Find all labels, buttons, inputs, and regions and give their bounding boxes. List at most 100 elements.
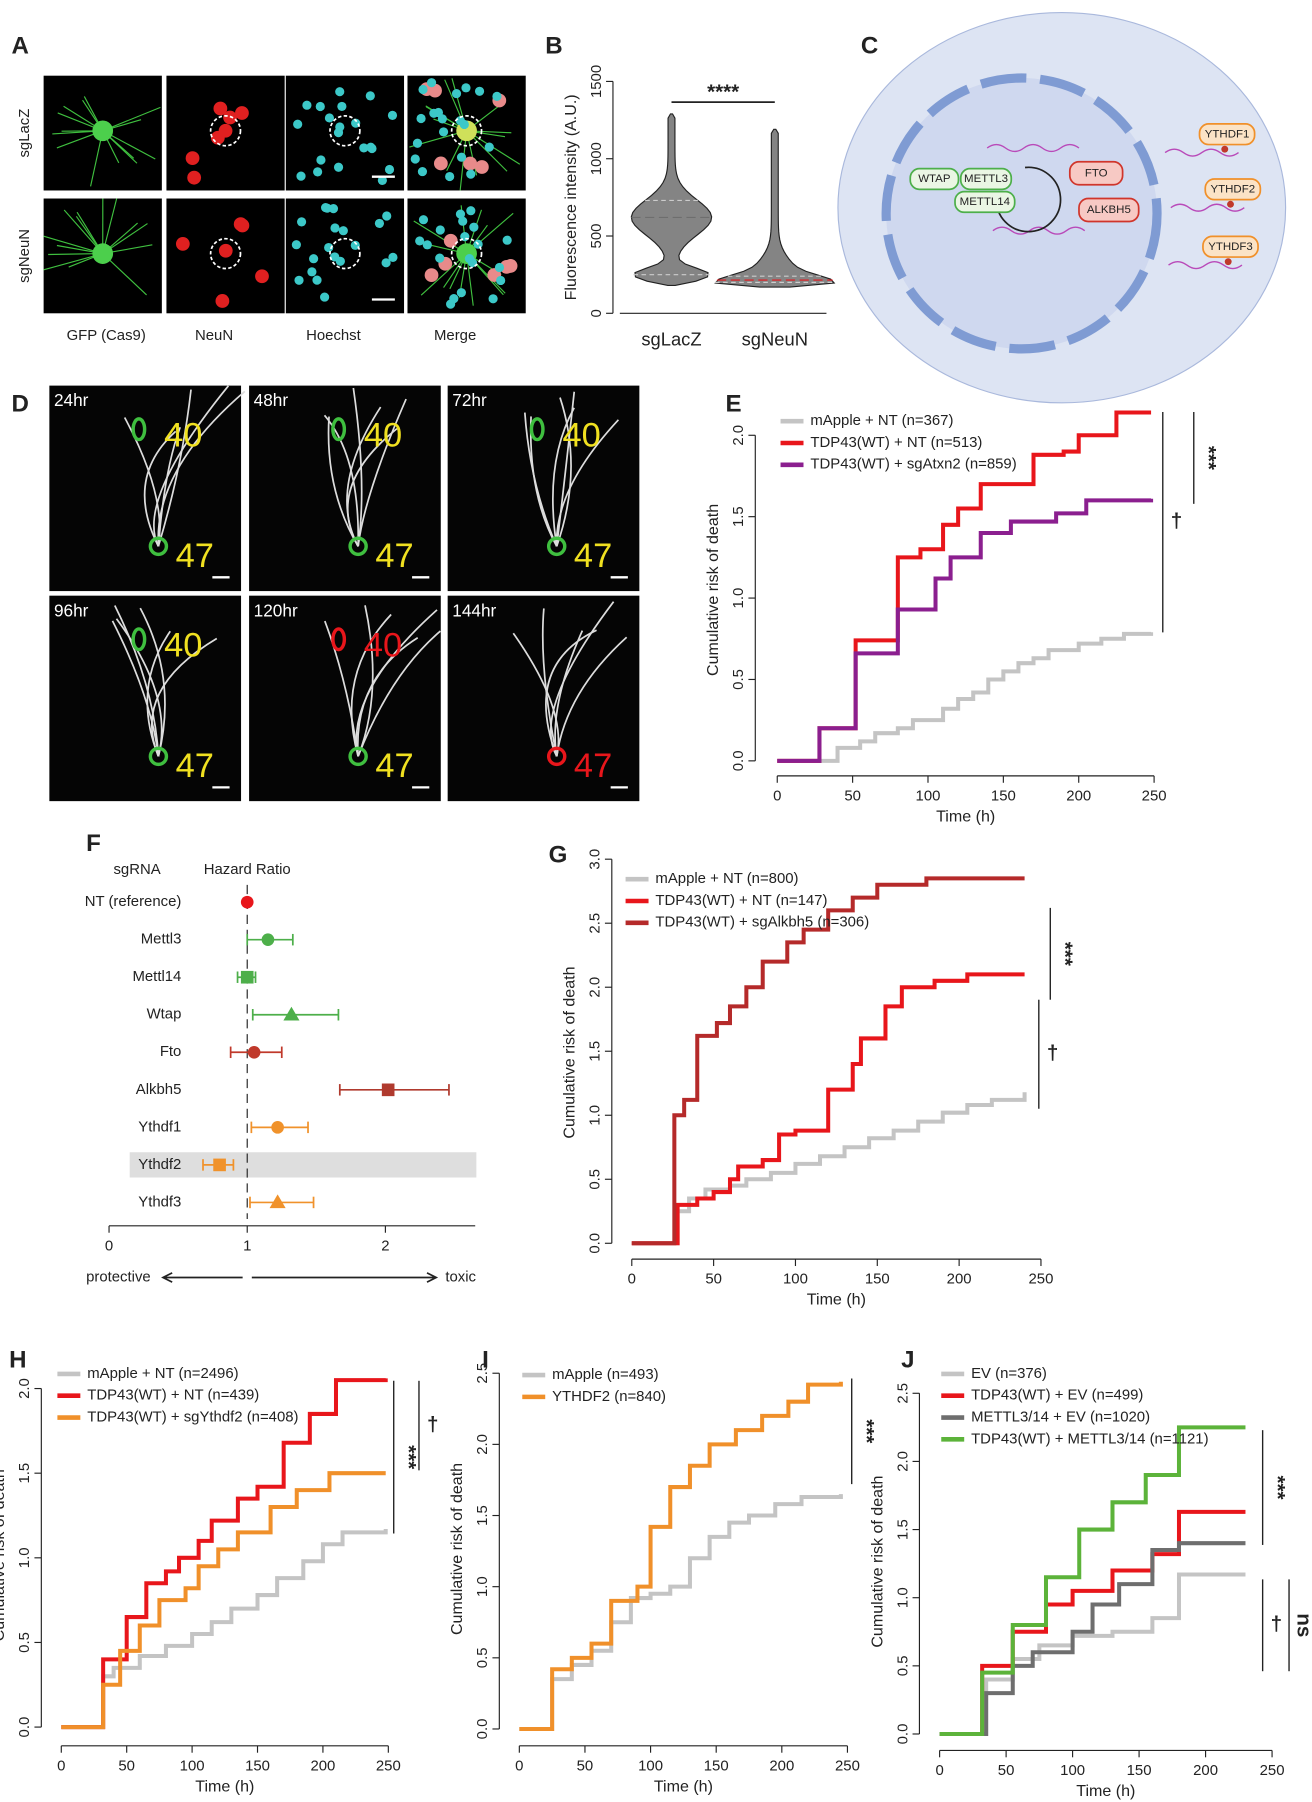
x-tick-label: 1 [243,1237,251,1254]
nucleus [235,106,249,120]
nucleus [316,155,326,165]
roi [329,115,361,147]
cell-id: 47 [176,537,214,575]
nucleus [350,240,360,250]
nucleus [309,254,319,264]
protein-label: YTHDF3 [1208,241,1253,253]
protein-label: YTHDF1 [1205,128,1250,140]
x-tick-label: 50 [998,1762,1015,1779]
y-axis-label: Cumulative risk of death [868,1476,886,1648]
nucleus [455,209,466,219]
series-line [61,1529,388,1730]
nucleus [494,262,505,273]
annotation: † [427,1413,439,1436]
nucleus [307,267,317,277]
column-label: Hoechst [306,327,362,344]
x-tick-label: 100 [638,1757,663,1774]
cell-outline [131,627,147,652]
protein [1068,160,1124,186]
row-label: sgLacZ [16,109,33,158]
x-tick-label: 100 [1060,1762,1085,1779]
nucleus [455,116,465,126]
micrograph [407,75,526,191]
x-axis-label: Time (h) [654,1777,713,1795]
nucleus [437,114,447,124]
series-line [61,1471,386,1730]
x-axis-label: Time (h) [807,1291,866,1309]
y-tick-label: 1.0 [894,1587,911,1608]
y-tick-label: 2.5 [587,913,604,934]
series-line [519,1381,843,1731]
nucleus [451,89,462,99]
nucleus [330,223,340,233]
neurite [555,419,620,547]
cycle-arrow [995,166,1062,233]
timepoint-label: 24hr [54,390,89,410]
nucleus [333,162,344,172]
row-label: Ythdf3 [138,1193,181,1210]
x-tick-label: 250 [1260,1762,1285,1779]
arrow-label: protective [86,1268,151,1285]
row-label: Fto [160,1043,182,1060]
y-axis-label: Cumulative risk of death [0,1469,8,1641]
neurite [551,407,575,547]
y-axis-label: Fluorescence intensity (A.U.) [562,94,580,300]
nucleus [213,101,228,116]
x-tick-label: 50 [118,1757,135,1774]
y-axis-label: Cumulative risk of death [704,504,722,676]
neurite [512,632,560,757]
y-axis-label: Cumulative risk of death [448,1463,466,1635]
x-axis-label: Time (h) [1076,1782,1135,1800]
nucleus [338,226,348,236]
neurite [153,385,230,547]
x-tick-label: 200 [769,1757,794,1774]
legend-label: TDP43(WT) + METTL3/14 (n=1121) [971,1430,1209,1447]
m6a [1227,200,1234,208]
nucleus [410,154,420,164]
legend-label: TDP43(WT) + NT (n=147) [655,892,827,909]
series-line [631,972,1025,1246]
y-tick-label: 0 [588,309,605,317]
row-label: Ythdf1 [138,1118,181,1135]
roi [209,115,242,147]
y-tick-label: 0.0 [474,1719,491,1740]
y-tick-label: 500 [588,224,605,249]
cell-id: 40 [562,416,600,454]
point [247,1045,261,1059]
point [213,1158,226,1172]
nucleus [312,275,322,285]
series-line [777,631,1154,763]
nucleus [881,73,1162,354]
series-line [939,1541,1246,1736]
legend-label: mApple + NT (n=800) [655,870,798,887]
cell-outline [546,536,567,557]
nucleus [456,288,466,298]
x-tick-label: 50 [577,1757,594,1774]
series-line [777,410,1152,763]
legend-label: mApple + NT (n=2496) [87,1365,238,1382]
nucleus [492,91,502,101]
cell-id: 40 [364,416,402,454]
y-tick-label: 1.0 [16,1547,33,1568]
y-tick-label: 0.0 [587,1233,604,1254]
cell-outline [331,417,347,442]
point [240,970,254,984]
legend-label: YTHDF2 (n=840) [552,1388,666,1405]
nucleus [315,101,325,112]
micrograph [43,75,162,191]
image-bg [249,385,441,592]
cell-outline [148,536,169,557]
cell-outline [331,627,347,652]
y-tick-label: 2.0 [16,1378,33,1399]
y-axis-label: Cumulative risk of death [561,966,579,1138]
roi [209,237,242,270]
neurite [102,106,161,132]
nucleus [337,101,347,112]
protein-label: WTAP [918,173,951,185]
y-tick-label: 3.0 [587,849,604,870]
x-tick-label: 100 [180,1757,205,1774]
image-bg [447,385,640,592]
legend-label: mApple + NT (n=367) [810,412,953,429]
nucleus [446,299,456,309]
y-tick-label: 2.0 [730,425,747,446]
